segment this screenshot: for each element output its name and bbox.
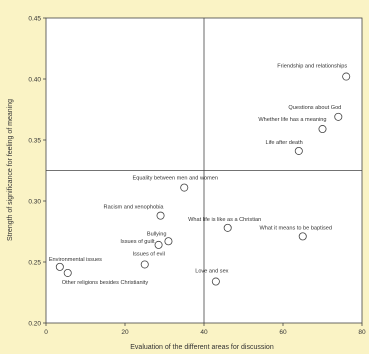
y-tick-label: 0.30 — [28, 198, 41, 205]
point-marker — [156, 211, 165, 220]
point-marker — [154, 240, 163, 249]
data-point-issues-of-evil: Issues of evil — [133, 251, 165, 269]
point-marker — [223, 223, 232, 232]
point-label: Other religions besides Christianity — [62, 280, 149, 286]
point-marker — [334, 112, 343, 121]
point-label: Questions about God — [288, 105, 341, 111]
y-tick-label: 0.40 — [28, 76, 41, 83]
point-marker — [211, 277, 220, 286]
x-tick-label: 20 — [121, 329, 129, 336]
point-label: Issues of evil — [133, 251, 165, 257]
point-label: Equality between men and women — [132, 176, 218, 182]
y-tick-label: 0.20 — [28, 320, 41, 327]
point-marker — [294, 146, 303, 155]
data-point-what-it-means-to-be-baptised: What it means to be baptised — [260, 225, 332, 241]
data-point-issues-of-guilt: Issues of guilt — [120, 239, 163, 249]
data-point-racism-and-xenophobia: Racism and xenophobia — [104, 205, 165, 220]
x-axis-ticks: 0 20 40 60 80 — [44, 323, 366, 336]
point-label: What life is like as a Christian — [188, 217, 261, 223]
point-marker — [318, 125, 327, 134]
point-label: Life after death — [265, 140, 302, 146]
y-tick-label: 0.45 — [28, 15, 41, 22]
x-tick-label: 80 — [358, 329, 366, 336]
x-tick-label: 60 — [279, 329, 287, 336]
point-label: Issues of guilt — [120, 239, 155, 245]
point-marker — [342, 72, 351, 81]
point-label: Love and sex — [195, 269, 228, 275]
data-point-other-religions-besides-christianity: Other religions besides Christianity — [62, 268, 149, 286]
point-label: What it means to be baptised — [260, 225, 332, 231]
point-marker — [180, 183, 189, 192]
point-label: Friendship and relationships — [277, 64, 347, 70]
point-label: Racism and xenophobia — [104, 205, 165, 211]
data-points: Friendship and relationships Questions ab… — [49, 64, 351, 286]
data-point-whether-life-has-a-meaning: Whether life has a meaning — [258, 117, 327, 134]
data-point-environmental-issues: Environmental issues — [49, 257, 102, 271]
x-tick-label: 0 — [44, 329, 48, 336]
data-point-bullying: Bullying — [147, 231, 173, 246]
y-tick-label: 0.25 — [28, 259, 41, 266]
data-point-friendship-and-relationships: Friendship and relationships — [277, 64, 351, 81]
point-marker — [298, 232, 307, 241]
point-marker — [140, 260, 149, 269]
point-label: Environmental issues — [49, 257, 102, 263]
point-label: Bullying — [147, 231, 167, 237]
point-label: Whether life has a meaning — [258, 117, 326, 123]
data-point-equality-between-men-and-women: Equality between men and women — [132, 176, 218, 192]
data-point-love-and-sex: Love and sex — [195, 269, 229, 286]
data-point-life-after-death: Life after death — [265, 140, 303, 155]
point-marker — [63, 268, 72, 277]
data-point-what-life-is-like-as-a-christian: What life is like as a Christian — [188, 217, 261, 232]
x-axis-title: Evaluation of the different areas for di… — [130, 344, 274, 351]
y-axis-ticks: 0.20 0.25 0.30 0.35 0.40 0.45 — [28, 15, 46, 327]
data-point-questions-about-god: Questions about God — [288, 105, 343, 121]
point-marker — [164, 237, 173, 246]
x-tick-label: 40 — [200, 329, 208, 336]
point-marker — [55, 262, 64, 271]
y-axis-title: Strength of significance for feeling of … — [7, 99, 14, 241]
y-tick-label: 0.35 — [28, 137, 41, 144]
